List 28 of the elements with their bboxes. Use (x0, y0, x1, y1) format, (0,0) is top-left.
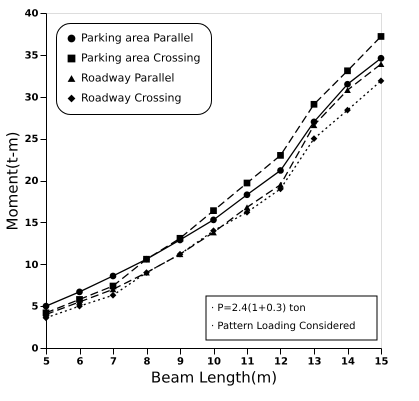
annotation: · P=2.4(1+0.3) ton (211, 303, 306, 314)
y-tick-label: 40 (24, 8, 39, 20)
x-tick-label: 5 (43, 356, 50, 368)
x-tick-label: 14 (341, 356, 355, 368)
y-tick-label: 30 (24, 92, 39, 104)
x-tick-label: 7 (110, 356, 118, 368)
legend-label: Roadway Crossing (81, 92, 182, 104)
y-tick-label: 10 (24, 260, 39, 271)
x-tick-label: 9 (177, 356, 184, 368)
x-tick-label: 11 (240, 356, 254, 368)
y-tick-label: 25 (24, 134, 39, 146)
x-tick-label: 6 (76, 356, 84, 368)
x-tick-label: 8 (144, 356, 151, 368)
x-tick-label: 12 (274, 356, 288, 368)
legend-label: Parking area Crossing (81, 52, 200, 64)
legend-label: Roadway Parallel (81, 72, 174, 84)
y-tick-label: 20 (24, 176, 39, 187)
y-tick-label: 35 (24, 50, 39, 62)
legend-label: Parking area Parallel (81, 32, 194, 44)
y-tick-label: 0 (32, 344, 39, 354)
x-axis-title: Beam Length(m) (150, 368, 278, 386)
x-tick-label: 13 (308, 356, 322, 368)
x-tick-label: 10 (207, 356, 221, 368)
annotation: · Pattern Loading Considered (211, 321, 356, 332)
y-tick-label: 15 (24, 218, 39, 229)
x-tick-label: 15 (374, 356, 388, 368)
y-tick-label: 5 (32, 302, 39, 313)
y-axis-title: Moment(t-m) (4, 132, 22, 230)
